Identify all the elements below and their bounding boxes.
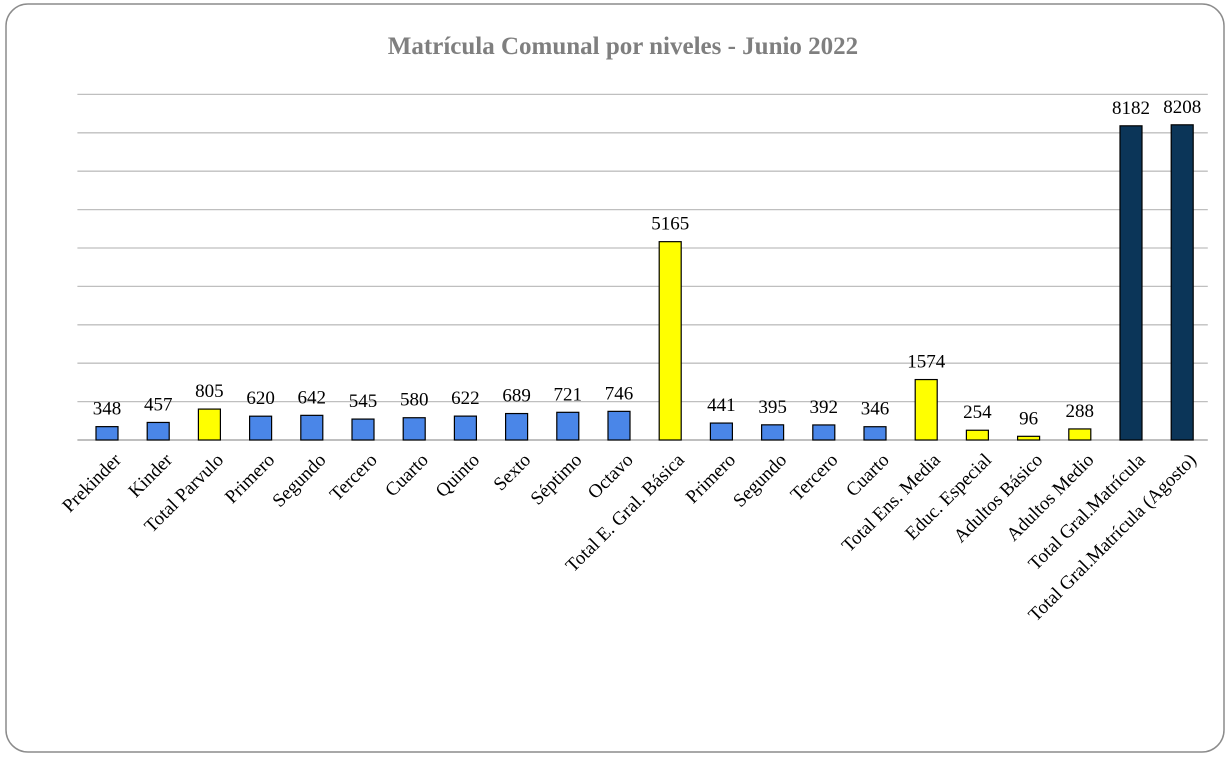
bar	[914, 378, 938, 441]
bar	[812, 424, 836, 441]
value-label: 395	[758, 397, 787, 418]
bar	[1016, 435, 1041, 441]
bar	[1068, 428, 1092, 441]
bar	[197, 408, 221, 441]
bar	[965, 429, 990, 441]
chart-title: Matrícula Comunal por niveles - Junio 20…	[388, 33, 858, 60]
value-label: 457	[144, 394, 173, 415]
bar	[760, 424, 785, 441]
bar	[1119, 125, 1143, 441]
value-label: 805	[195, 381, 224, 402]
bar	[709, 422, 734, 441]
value-label: 721	[554, 384, 583, 405]
value-label: 96	[1019, 408, 1038, 429]
value-label: 8182	[1112, 98, 1150, 119]
value-label: 392	[810, 397, 839, 418]
value-label: 622	[451, 388, 480, 409]
value-label: 620	[246, 388, 275, 409]
value-label: 348	[93, 399, 122, 420]
value-label: 346	[861, 399, 890, 420]
bar	[556, 411, 580, 441]
chart-border	[5, 3, 1225, 753]
value-label: 288	[1066, 401, 1095, 422]
bar	[146, 421, 170, 441]
bar	[402, 417, 426, 441]
bar	[658, 241, 682, 441]
bar	[453, 415, 477, 441]
value-label: 8208	[1163, 97, 1201, 118]
value-label: 642	[298, 387, 327, 408]
value-label: 1574	[907, 352, 946, 373]
bar	[505, 412, 529, 441]
value-label: 746	[605, 383, 634, 404]
value-label: 545	[349, 391, 378, 412]
value-label: 441	[707, 395, 736, 416]
bar	[95, 426, 119, 441]
bar	[300, 414, 324, 441]
value-label: 254	[963, 402, 992, 423]
bar	[1170, 124, 1194, 441]
bar	[863, 426, 887, 441]
bar	[351, 418, 375, 441]
bar	[607, 410, 631, 441]
value-label: 580	[400, 390, 429, 411]
bar	[249, 415, 273, 441]
value-label: 689	[502, 386, 531, 407]
value-label: 5165	[651, 214, 689, 235]
